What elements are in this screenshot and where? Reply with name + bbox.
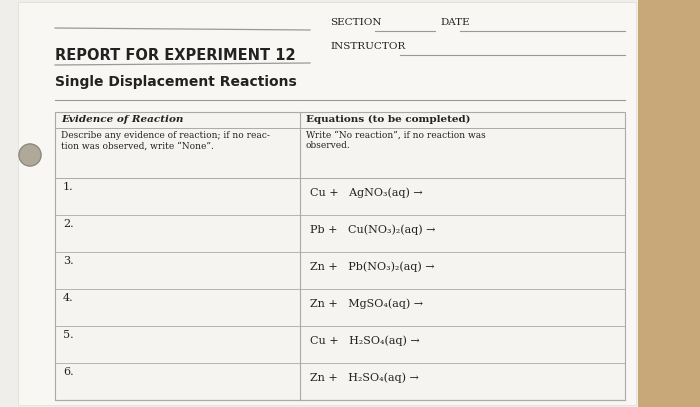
Text: 4.: 4. bbox=[63, 293, 74, 303]
Text: Describe any evidence of reaction; if no reac-
tion was observed, write “None”.: Describe any evidence of reaction; if no… bbox=[61, 131, 270, 151]
Bar bbox=[55, 112, 625, 400]
Text: 6.: 6. bbox=[63, 367, 74, 377]
Text: Write “No reaction”, if no reaction was
observed.: Write “No reaction”, if no reaction was … bbox=[306, 131, 486, 151]
Text: Zn +   Pb(NO₃)₂(aq) →: Zn + Pb(NO₃)₂(aq) → bbox=[310, 261, 435, 272]
Text: Evidence of Reaction: Evidence of Reaction bbox=[61, 115, 183, 124]
Text: Cu +   AgNO₃(aq) →: Cu + AgNO₃(aq) → bbox=[310, 187, 423, 198]
Text: Zn +   MgSO₄(aq) →: Zn + MgSO₄(aq) → bbox=[310, 298, 423, 309]
Bar bbox=[18, 2, 636, 405]
Text: Zn +   H₂SO₄(aq) →: Zn + H₂SO₄(aq) → bbox=[310, 372, 419, 383]
Text: REPORT FOR EXPERIMENT 12: REPORT FOR EXPERIMENT 12 bbox=[55, 48, 295, 63]
Text: Cu +   H₂SO₄(aq) →: Cu + H₂SO₄(aq) → bbox=[310, 335, 420, 346]
Text: DATE: DATE bbox=[440, 18, 470, 27]
Text: 2.: 2. bbox=[63, 219, 74, 229]
Text: 5.: 5. bbox=[63, 330, 74, 340]
Text: Equations (to be completed): Equations (to be completed) bbox=[306, 115, 470, 124]
Text: 1.: 1. bbox=[63, 182, 74, 192]
Text: INSTRUCTOR: INSTRUCTOR bbox=[330, 42, 405, 51]
Text: 3.: 3. bbox=[63, 256, 74, 266]
Bar bbox=[638, 0, 700, 407]
Text: Single Displacement Reactions: Single Displacement Reactions bbox=[55, 75, 297, 89]
Circle shape bbox=[19, 144, 41, 166]
Text: Pb +   Cu(NO₃)₂(aq) →: Pb + Cu(NO₃)₂(aq) → bbox=[310, 224, 435, 235]
Text: SECTION: SECTION bbox=[330, 18, 382, 27]
